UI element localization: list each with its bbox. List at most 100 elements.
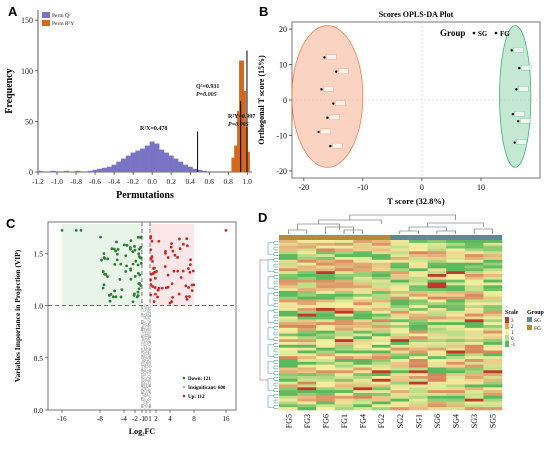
- sample-label-box: [329, 114, 340, 120]
- x-tick-label: 1: [148, 415, 152, 423]
- heatmap-cell: [316, 407, 336, 411]
- down-point: [102, 252, 106, 256]
- heatmap-cell: [297, 393, 317, 397]
- down-point: [129, 277, 133, 281]
- down-point: [106, 257, 109, 261]
- heatmap-cell: [427, 268, 447, 272]
- dendrogram-branch: [273, 269, 278, 273]
- heatmap-cell: [334, 296, 354, 300]
- heatmap-cell: [427, 240, 447, 244]
- dendrogram-branch: [273, 399, 278, 404]
- heatmap-cell: [279, 242, 298, 246]
- x-tick-label: 4: [168, 415, 172, 423]
- heatmap-cell: [409, 364, 428, 368]
- down-point: [136, 271, 140, 275]
- heatmap-cell: [483, 327, 503, 331]
- histogram-bar-q2: [140, 148, 146, 173]
- up-point: [164, 250, 167, 253]
- heatmap-cell: [427, 370, 447, 374]
- heatmap-cell: [316, 347, 336, 351]
- heatmap-cell: [353, 344, 373, 348]
- sample-label-box: [332, 142, 343, 149]
- x-tick-label: -16: [57, 415, 67, 423]
- y-tick-label: 1.0: [34, 302, 44, 311]
- insignificant-point: [147, 326, 151, 330]
- heatmap-cell: [371, 276, 391, 280]
- heatmap-cell: [316, 401, 336, 405]
- heatmap-cell: [464, 387, 484, 391]
- up-point: [152, 266, 155, 270]
- dendrogram-branch: [273, 263, 278, 268]
- up-point: [176, 255, 179, 259]
- heatmap-cell: [279, 251, 298, 255]
- insignificant-point: [142, 391, 146, 395]
- heatmap-cell: [316, 330, 336, 334]
- heatmap-cell: [316, 313, 336, 317]
- down-point: [120, 288, 124, 292]
- heatmap-cell: [446, 390, 466, 394]
- heatmap-cell: [483, 342, 503, 346]
- heatmap-cell: [279, 308, 298, 312]
- heatmap-cell: [427, 390, 447, 394]
- heatmap-cell: [390, 308, 410, 312]
- group-annotation-cell: [483, 235, 503, 240]
- heatmap-cell: [297, 285, 317, 289]
- heatmap-cell: [390, 393, 410, 397]
- heatmap-cell: [353, 296, 373, 300]
- dendrogram-branch: [267, 310, 274, 323]
- heatmap-cell: [390, 274, 410, 278]
- heatmap-cell: [297, 254, 317, 258]
- heatmap-cell: [409, 276, 428, 280]
- heatmap-cell: [353, 325, 373, 329]
- heatmap-cell: [409, 254, 428, 258]
- heatmap-cell: [427, 347, 447, 351]
- histogram-bar-q2: [92, 169, 98, 173]
- heatmap-cell: [334, 398, 354, 402]
- sg-confidence-ellipse: [499, 25, 532, 168]
- heatmap-cell: [279, 265, 298, 269]
- score-point-fg: [329, 144, 332, 148]
- heatmap-cell: [297, 353, 317, 357]
- heatmap-cell: [446, 296, 466, 300]
- histogram-bar-q2: [102, 167, 108, 173]
- heatmap-cell: [316, 387, 336, 391]
- heatmap-cell: [446, 333, 466, 337]
- up-point: [188, 270, 192, 274]
- heatmap-cell: [353, 288, 373, 292]
- insignificant-point: [141, 397, 145, 401]
- up-point: [190, 289, 194, 293]
- up-point: [149, 234, 153, 238]
- heatmap-cell: [279, 387, 298, 391]
- heatmap-cell: [334, 316, 354, 320]
- panel-label: B: [259, 4, 268, 19]
- column-label: FG1: [340, 414, 349, 428]
- heatmap-cell: [483, 276, 503, 280]
- heatmap-cell: [353, 240, 373, 244]
- heatmap-cell: [427, 245, 447, 249]
- heatmap-cell: [464, 333, 484, 337]
- histogram-bar-q2: [64, 170, 70, 173]
- legend-marker: [182, 394, 186, 398]
- heatmap-cell: [297, 251, 317, 255]
- heatmap-cell: [334, 404, 354, 408]
- heatmap-cell: [446, 325, 466, 329]
- heatmap-cell: [483, 308, 503, 312]
- y-tick-label: 50: [25, 117, 33, 126]
- heatmap-cell: [334, 308, 354, 312]
- heatmap-cell: [446, 370, 466, 374]
- heatmap-cell: [464, 259, 484, 263]
- heatmap-cell: [279, 291, 298, 295]
- heatmap-cell: [427, 271, 447, 275]
- legend-label: Up: 112: [188, 395, 205, 400]
- heatmap-cell: [334, 344, 354, 348]
- heatmap-cell: [279, 271, 298, 275]
- insignificant-point: [141, 356, 145, 360]
- heatmap-cell: [409, 350, 428, 354]
- heatmap-cell: [464, 327, 484, 331]
- insignificant-point: [146, 384, 150, 388]
- heatmap-cell: [371, 336, 391, 340]
- heatmap-cell: [483, 302, 503, 306]
- heatmap-cell: [353, 333, 373, 337]
- heatmap-cell: [427, 308, 447, 312]
